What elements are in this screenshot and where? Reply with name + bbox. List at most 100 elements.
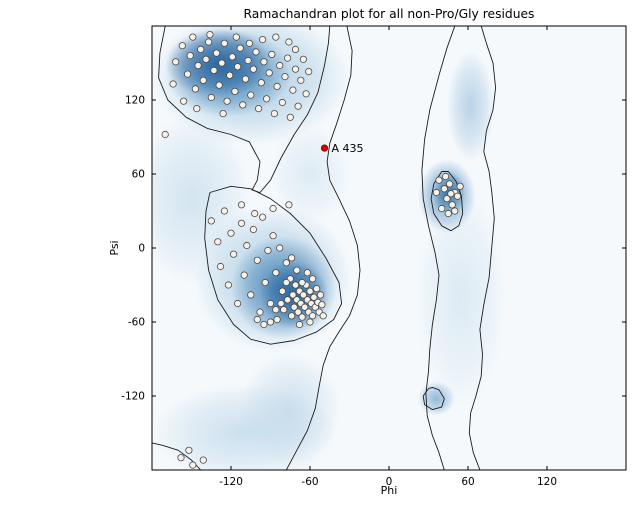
data-point xyxy=(287,312,296,320)
data-point xyxy=(318,301,326,309)
data-point xyxy=(278,287,286,295)
data-point xyxy=(227,229,235,237)
x-tick-label: 60 xyxy=(461,476,474,488)
data-point xyxy=(199,76,207,84)
data-point xyxy=(283,296,292,304)
y-tick-label: 120 xyxy=(125,95,145,107)
data-point xyxy=(237,201,246,209)
data-point xyxy=(282,278,290,287)
data-point xyxy=(237,219,246,227)
data-point xyxy=(161,130,169,139)
contour-line xyxy=(430,171,464,232)
x-tick-label: -120 xyxy=(219,476,243,488)
data-point xyxy=(251,209,259,218)
data-point xyxy=(306,318,314,326)
highlighted-residue-label: A 435 xyxy=(332,142,364,155)
data-point xyxy=(219,110,227,118)
data-point xyxy=(252,48,260,56)
data-point xyxy=(169,80,177,88)
contour-line xyxy=(468,26,497,470)
data-point xyxy=(207,217,215,225)
data-point xyxy=(282,259,290,267)
data-point xyxy=(258,213,267,221)
data-point xyxy=(302,90,310,98)
data-point xyxy=(289,86,297,94)
data-point xyxy=(264,246,272,255)
data-point xyxy=(223,97,231,105)
data-point xyxy=(244,56,252,65)
y-tick-label: -120 xyxy=(121,391,145,403)
data-point xyxy=(231,87,239,96)
data-point xyxy=(270,110,278,118)
tick-label-layer: -120 -60 0 60 120 -120 -60 0 60 120 xyxy=(121,95,557,489)
data-point xyxy=(319,312,327,320)
data-point xyxy=(451,207,459,215)
data-point xyxy=(443,195,451,203)
data-point xyxy=(438,204,446,213)
data-point xyxy=(224,281,232,289)
data-point xyxy=(280,306,288,314)
density-blob xyxy=(152,112,251,285)
data-point xyxy=(289,291,297,299)
data-point xyxy=(261,278,269,287)
data-point xyxy=(189,33,197,41)
data-point xyxy=(220,207,228,215)
data-point xyxy=(202,55,210,63)
data-point xyxy=(298,313,306,321)
data-point xyxy=(294,308,302,316)
data-point xyxy=(273,82,281,91)
data-point xyxy=(299,55,307,63)
data-point xyxy=(178,42,186,50)
data-point xyxy=(210,66,218,75)
data-point xyxy=(435,176,443,184)
data-point xyxy=(291,45,300,54)
data-point xyxy=(215,81,223,89)
data-point xyxy=(308,275,317,283)
data-point xyxy=(291,281,300,289)
data-point xyxy=(180,97,188,105)
data-point xyxy=(236,44,244,52)
data-point xyxy=(273,315,281,324)
data-point xyxy=(432,188,440,197)
density-blob xyxy=(446,50,495,162)
data-point xyxy=(310,293,318,301)
data-point xyxy=(247,291,255,299)
data-point xyxy=(220,39,228,47)
data-point xyxy=(308,312,317,320)
data-point xyxy=(240,271,248,279)
data-point xyxy=(260,320,268,329)
y-tick-label: 0 xyxy=(138,243,145,255)
data-point xyxy=(287,254,296,262)
data-point xyxy=(239,101,247,109)
data-point xyxy=(293,266,301,274)
data-point xyxy=(194,61,202,70)
data-point xyxy=(199,456,207,464)
data-point xyxy=(447,190,455,198)
data-point xyxy=(294,102,302,110)
data-point xyxy=(456,182,464,190)
contour-line xyxy=(422,386,445,411)
tick-layer xyxy=(152,26,626,470)
data-point xyxy=(277,299,285,308)
data-point xyxy=(262,95,271,103)
data-point xyxy=(257,79,265,87)
x-axis-label: Phi xyxy=(381,484,398,497)
data-point xyxy=(272,33,280,41)
data-point xyxy=(247,91,255,99)
scatter-layer xyxy=(161,30,464,469)
data-point xyxy=(226,71,234,79)
data-point xyxy=(249,65,257,73)
data-point xyxy=(245,39,253,47)
data-point xyxy=(306,287,314,295)
data-point xyxy=(255,105,263,113)
contour-line xyxy=(158,26,331,193)
data-point xyxy=(184,70,192,78)
data-point xyxy=(265,69,273,77)
data-point xyxy=(441,172,450,181)
data-point xyxy=(216,262,225,271)
data-point xyxy=(285,201,293,209)
data-point xyxy=(193,105,201,113)
data-point xyxy=(218,59,226,67)
